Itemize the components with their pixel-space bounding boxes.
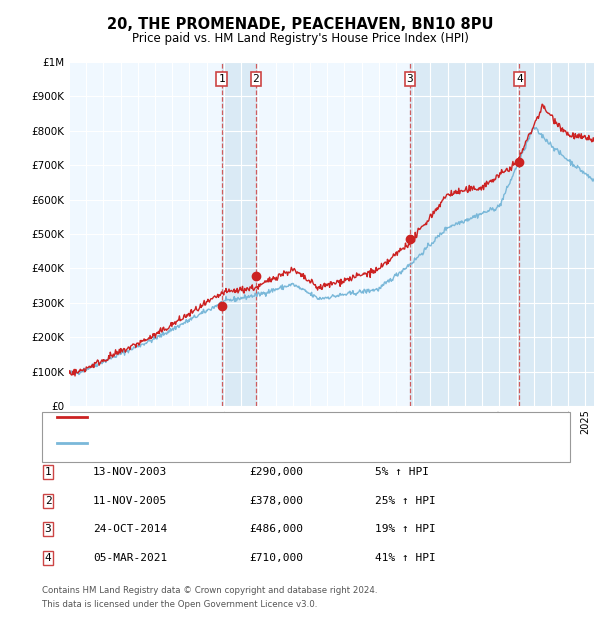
Text: 3: 3	[44, 525, 52, 534]
Text: 05-MAR-2021: 05-MAR-2021	[93, 553, 167, 563]
Text: £290,000: £290,000	[249, 467, 303, 477]
Text: £378,000: £378,000	[249, 496, 303, 506]
Text: 2: 2	[253, 74, 259, 84]
Bar	[221, 62, 256, 406]
Text: 1: 1	[218, 74, 225, 84]
Text: Contains HM Land Registry data © Crown copyright and database right 2024.: Contains HM Land Registry data © Crown c…	[42, 586, 377, 595]
Text: 41% ↑ HPI: 41% ↑ HPI	[375, 553, 436, 563]
Text: 19% ↑ HPI: 19% ↑ HPI	[375, 525, 436, 534]
Text: 25% ↑ HPI: 25% ↑ HPI	[375, 496, 436, 506]
Text: 13-NOV-2003: 13-NOV-2003	[93, 467, 167, 477]
Text: 20, THE PROMENADE, PEACEHAVEN, BN10 8PU: 20, THE PROMENADE, PEACEHAVEN, BN10 8PU	[107, 17, 493, 32]
Text: £710,000: £710,000	[249, 553, 303, 563]
Text: Price paid vs. HM Land Registry's House Price Index (HPI): Price paid vs. HM Land Registry's House …	[131, 32, 469, 45]
Text: 3: 3	[407, 74, 413, 84]
Text: 1: 1	[44, 467, 52, 477]
Text: 20, THE PROMENADE, PEACEHAVEN, BN10 8PU (detached house): 20, THE PROMENADE, PEACEHAVEN, BN10 8PU …	[93, 412, 432, 422]
Text: 11-NOV-2005: 11-NOV-2005	[93, 496, 167, 506]
Text: HPI: Average price, detached house, Lewes: HPI: Average price, detached house, Lewe…	[93, 438, 318, 448]
Text: 2: 2	[44, 496, 52, 506]
Text: 4: 4	[44, 553, 52, 563]
Text: 4: 4	[516, 74, 523, 84]
Text: 5% ↑ HPI: 5% ↑ HPI	[375, 467, 429, 477]
Text: This data is licensed under the Open Government Licence v3.0.: This data is licensed under the Open Gov…	[42, 600, 317, 609]
Text: £486,000: £486,000	[249, 525, 303, 534]
Text: 24-OCT-2014: 24-OCT-2014	[93, 525, 167, 534]
Bar	[410, 62, 594, 406]
